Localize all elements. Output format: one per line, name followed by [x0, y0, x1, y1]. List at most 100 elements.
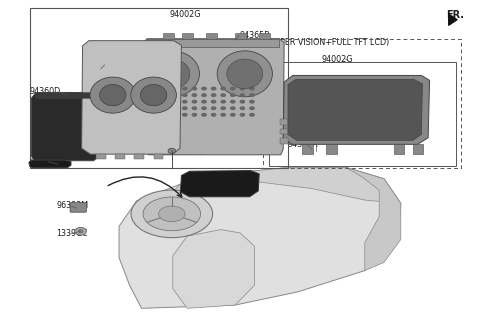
Text: 96393M: 96393M: [57, 201, 89, 211]
Polygon shape: [143, 39, 284, 155]
Bar: [30, 8, 288, 168]
Circle shape: [220, 87, 226, 91]
Ellipse shape: [143, 197, 201, 231]
Circle shape: [201, 100, 207, 104]
Bar: [115, 154, 125, 159]
FancyArrowPatch shape: [449, 14, 457, 25]
Polygon shape: [82, 41, 181, 154]
Bar: [302, 144, 313, 154]
FancyBboxPatch shape: [70, 203, 86, 212]
Ellipse shape: [227, 59, 263, 89]
Circle shape: [211, 100, 216, 104]
Circle shape: [201, 93, 207, 97]
Circle shape: [249, 113, 255, 117]
Polygon shape: [29, 160, 71, 168]
Text: 94363A: 94363A: [287, 140, 318, 149]
Circle shape: [230, 113, 236, 117]
Text: 1339CC: 1339CC: [57, 229, 88, 238]
Bar: [326, 144, 337, 154]
Circle shape: [201, 106, 207, 110]
Ellipse shape: [131, 77, 177, 113]
Bar: [280, 129, 288, 134]
Circle shape: [230, 93, 236, 97]
Circle shape: [240, 93, 245, 97]
Circle shape: [75, 227, 86, 235]
Polygon shape: [119, 167, 401, 308]
Circle shape: [201, 113, 207, 117]
Polygon shape: [283, 75, 430, 144]
Bar: [259, 33, 270, 39]
Ellipse shape: [131, 190, 213, 238]
Bar: [235, 33, 246, 39]
Circle shape: [240, 87, 245, 91]
Circle shape: [192, 87, 197, 91]
Circle shape: [182, 113, 188, 117]
Circle shape: [201, 87, 207, 91]
Bar: [96, 154, 106, 159]
Ellipse shape: [100, 84, 126, 106]
Ellipse shape: [90, 77, 135, 113]
Circle shape: [192, 100, 197, 104]
Bar: [163, 33, 174, 39]
Polygon shape: [346, 167, 401, 271]
Circle shape: [249, 100, 255, 104]
Text: 1018AD: 1018AD: [173, 148, 204, 157]
Text: 94002G: 94002G: [322, 54, 353, 64]
Polygon shape: [31, 92, 103, 161]
Circle shape: [220, 93, 226, 97]
Circle shape: [240, 106, 245, 110]
Text: 94002G: 94002G: [169, 10, 201, 19]
Circle shape: [192, 113, 197, 117]
Circle shape: [240, 113, 245, 117]
Text: 94363A: 94363A: [30, 157, 61, 166]
Circle shape: [182, 93, 188, 97]
Polygon shape: [147, 39, 279, 47]
Ellipse shape: [154, 59, 190, 89]
Bar: [134, 154, 144, 159]
Ellipse shape: [140, 84, 167, 106]
Bar: [206, 33, 217, 39]
Polygon shape: [180, 171, 259, 197]
Circle shape: [230, 87, 236, 91]
Circle shape: [230, 106, 236, 110]
Circle shape: [220, 100, 226, 104]
Circle shape: [249, 87, 255, 91]
Circle shape: [192, 106, 197, 110]
Text: (SUPER VISION+FULL TFT LCD): (SUPER VISION+FULL TFT LCD): [266, 38, 390, 47]
Circle shape: [182, 100, 188, 104]
Ellipse shape: [144, 51, 200, 97]
Text: 94360D: 94360D: [30, 87, 61, 96]
Circle shape: [211, 113, 216, 117]
Polygon shape: [173, 167, 401, 203]
Text: FR.: FR.: [446, 10, 465, 20]
Bar: [280, 138, 288, 144]
Circle shape: [78, 230, 83, 233]
Bar: [394, 144, 404, 154]
Bar: [182, 33, 193, 39]
Circle shape: [168, 148, 176, 154]
Ellipse shape: [217, 51, 273, 97]
Circle shape: [211, 87, 216, 91]
Circle shape: [220, 106, 226, 110]
Polygon shape: [173, 230, 254, 308]
Polygon shape: [35, 92, 95, 98]
Circle shape: [230, 100, 236, 104]
Bar: [280, 119, 288, 125]
FancyArrowPatch shape: [108, 177, 182, 197]
Text: 94365B: 94365B: [239, 31, 270, 40]
Text: 94120A: 94120A: [105, 60, 135, 70]
Circle shape: [249, 93, 255, 97]
Circle shape: [192, 93, 197, 97]
Bar: [269, 62, 456, 166]
Circle shape: [182, 87, 188, 91]
Circle shape: [182, 106, 188, 110]
Circle shape: [211, 106, 216, 110]
Polygon shape: [288, 79, 422, 140]
Circle shape: [211, 93, 216, 97]
Bar: [263, 39, 461, 168]
Circle shape: [249, 106, 255, 110]
Bar: [413, 144, 423, 154]
Circle shape: [240, 100, 245, 104]
Ellipse shape: [158, 206, 185, 222]
Bar: [154, 154, 163, 159]
